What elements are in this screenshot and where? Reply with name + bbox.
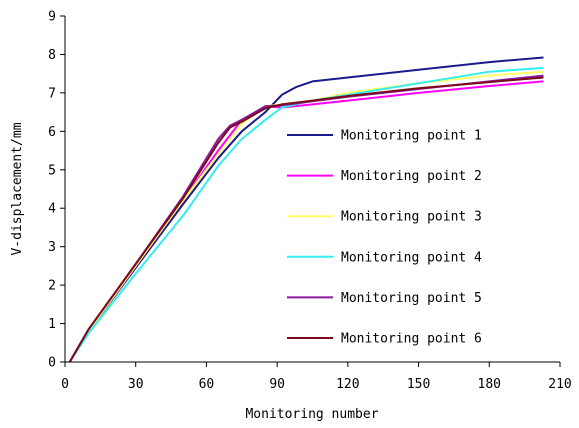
series-line-6 — [68, 76, 544, 363]
y-tick-label: 8 — [48, 48, 56, 63]
legend-label-2: Monitoring point 2 — [341, 169, 482, 184]
legend-label-6: Monitoring point 6 — [341, 332, 482, 347]
y-tick-label: 6 — [48, 125, 56, 140]
y-tick-label: 7 — [48, 86, 56, 101]
x-tick-label: 150 — [407, 377, 430, 392]
y-tick-label: 5 — [48, 163, 56, 178]
y-tick-label: 2 — [48, 279, 56, 294]
x-tick-label: 90 — [269, 377, 285, 392]
series-line-1 — [68, 56, 544, 363]
x-tick-label: 180 — [478, 377, 501, 392]
x-tick-label: 0 — [61, 377, 69, 392]
legend-label-3: Monitoring point 3 — [341, 210, 482, 225]
legend: Monitoring point 1 Monitoring point 2 Moni… — [287, 129, 482, 347]
x-ticks: 0 30 60 90 120 150 180 210 — [61, 362, 572, 392]
y-tick-label: 0 — [48, 356, 56, 371]
legend-label-5: Monitoring point 5 — [341, 291, 482, 306]
x-tick-label: 120 — [336, 377, 359, 392]
y-axis-label: V-displacement/mm — [10, 122, 25, 255]
y-tick-label: 4 — [48, 202, 56, 217]
x-tick-label: 60 — [199, 377, 215, 392]
y-tick-label: 9 — [48, 10, 56, 25]
y-tick-label: 1 — [48, 317, 56, 332]
y-tick-label: 3 — [48, 240, 56, 255]
legend-label-4: Monitoring point 4 — [341, 250, 482, 265]
plot-lines — [68, 56, 544, 363]
x-tick-label: 30 — [128, 377, 144, 392]
x-tick-label: 210 — [548, 377, 571, 392]
legend-label-1: Monitoring point 1 — [341, 129, 482, 144]
y-ticks: 0 1 2 3 4 5 6 7 8 9 — [48, 10, 65, 371]
x-axis-label: Monitoring number — [245, 407, 378, 422]
series-line-4 — [68, 66, 544, 363]
